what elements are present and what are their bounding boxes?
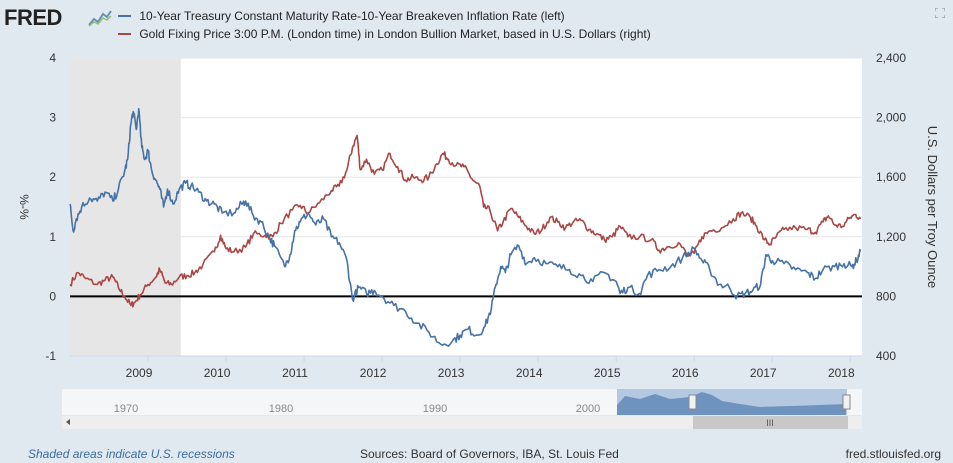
x-tick-label: 2015 — [594, 366, 621, 380]
logo-graph-icon — [88, 8, 112, 28]
left-axis-label: %-% — [17, 194, 31, 220]
navigator-label: 1980 — [269, 403, 293, 415]
site-link[interactable]: fred.stlouisfed.org — [845, 447, 941, 461]
x-tick-label: 2014 — [516, 366, 543, 380]
legend-entry-treasury: 10-Year Treasury Constant Maturity Rate-… — [118, 9, 565, 23]
x-tick-label: 2009 — [126, 366, 153, 380]
x-tick-label: 2012 — [360, 366, 387, 380]
left-axis-ticks: -1 0 1 2 3 4 — [45, 51, 56, 363]
plot-background — [70, 58, 862, 356]
legend-swatch-red — [118, 32, 131, 35]
navigator-left-handle[interactable] — [688, 394, 697, 410]
recession-shading — [70, 58, 181, 356]
navigator-series-shape — [617, 392, 846, 415]
right-axis-label: U.S. Dollars per Troy Ounce — [925, 126, 940, 289]
legend-label-treasury: 10-Year Treasury Constant Maturity Rate-… — [139, 9, 565, 23]
x-tick-label: 2016 — [672, 366, 699, 380]
sources-text: Sources: Board of Governors, IBA, St. Lo… — [360, 447, 619, 461]
series-line-treasury — [69, 107, 862, 347]
right-axis-ticks: 400 800 1,200 1,600 2,000 2,400 — [876, 51, 906, 363]
fred-logo-text: FRED — [4, 5, 62, 30]
right-tick-label: 2,000 — [876, 111, 906, 125]
legend-swatch-blue — [118, 14, 131, 17]
navigator[interactable]: 1970 1980 1990 2000 III — [62, 389, 862, 429]
recession-note[interactable]: Shaded areas indicate U.S. recessions — [28, 447, 235, 461]
legend-entry-gold: Gold Fixing Price 3:00 P.M. (London time… — [118, 27, 651, 41]
fred-logo[interactable]: FRED — [4, 6, 114, 30]
right-tick-label: 2,400 — [876, 51, 906, 65]
navigator-label: 2000 — [576, 403, 600, 415]
left-tick-label: 3 — [49, 111, 56, 125]
navigator-label: 1990 — [423, 403, 447, 415]
x-axis-ticks: 2009 2010 2011 2012 2013 2014 2015 2016 2017 2018 — [70, 355, 862, 380]
legend-label-gold: Gold Fixing Price 3:00 P.M. (London time… — [139, 27, 651, 41]
navigator-label: 1970 — [114, 403, 138, 415]
right-tick-label: 800 — [876, 289, 896, 303]
left-tick-label: 4 — [49, 51, 56, 65]
left-tick-label: 0 — [49, 289, 56, 303]
right-tick-label: 400 — [876, 349, 896, 363]
scrollbar-grip: III — [766, 418, 774, 428]
x-tick-label: 2010 — [204, 366, 231, 380]
scrollbar-thumb[interactable] — [693, 416, 848, 429]
scrollbar-track[interactable] — [62, 416, 862, 429]
left-tick-label: 1 — [49, 230, 56, 244]
right-tick-label: 1,600 — [876, 170, 906, 184]
series-line-gold — [69, 134, 862, 308]
x-tick-label: 2011 — [282, 366, 308, 380]
left-tick-label: -1 — [45, 349, 56, 363]
x-tick-label: 2018 — [828, 366, 855, 380]
x-tick-label: 2013 — [438, 366, 465, 380]
x-tick-label: 2017 — [750, 366, 777, 380]
navigator-labels: 1970 1980 1990 2000 — [114, 403, 600, 415]
right-tick-label: 1,200 — [876, 230, 906, 244]
left-tick-label: 2 — [49, 170, 56, 184]
navigator-right-handle[interactable] — [842, 394, 851, 410]
scroll-left-arrow-icon[interactable] — [66, 419, 70, 425]
